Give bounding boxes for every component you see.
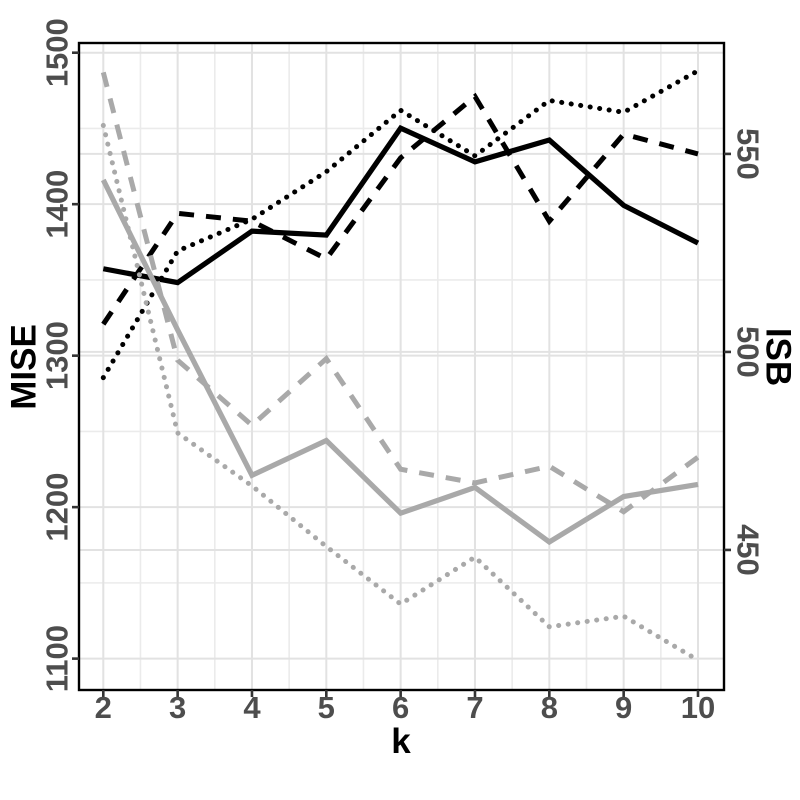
- left-axis-tick-label: 1200: [40, 473, 75, 542]
- x-axis-tick-label: 9: [615, 690, 632, 725]
- left-axis-tick-label: 1300: [40, 321, 75, 390]
- x-axis-tick-label: 10: [681, 690, 715, 725]
- x-axis-tick-label: 2: [95, 690, 112, 725]
- right-axis-title-isb: ISB: [759, 328, 798, 386]
- left-axis-title-mise: MISE: [5, 324, 44, 410]
- x-axis-tick-label: 7: [466, 690, 483, 725]
- x-axis-tick-label: 5: [318, 690, 335, 725]
- x-axis-tick-label: 4: [243, 690, 261, 725]
- right-axis-tick-label: 550: [731, 128, 766, 180]
- right-axis-tick-label: 500: [731, 326, 766, 378]
- x-axis-tick-label: 8: [541, 690, 558, 725]
- series-isb-solid: [102, 124, 700, 286]
- x-axis-tick-label: 3: [169, 690, 186, 725]
- x-axis-title-k: k: [391, 722, 411, 761]
- x-axis-tick-label: 6: [392, 690, 409, 725]
- series-mise-dotted: [100, 122, 701, 663]
- left-axis-tick-label: 1100: [40, 625, 75, 692]
- series-isb-dotted: [100, 68, 701, 381]
- left-axis-tick-label: 1400: [40, 170, 75, 239]
- series-isb-dashed: [101, 92, 699, 326]
- series-mise-solid: [100, 178, 699, 546]
- series-mise-dashed: [100, 71, 700, 515]
- right-axis-tick-label: 450: [731, 524, 766, 576]
- left-axis-tick-label: 1500: [40, 18, 75, 87]
